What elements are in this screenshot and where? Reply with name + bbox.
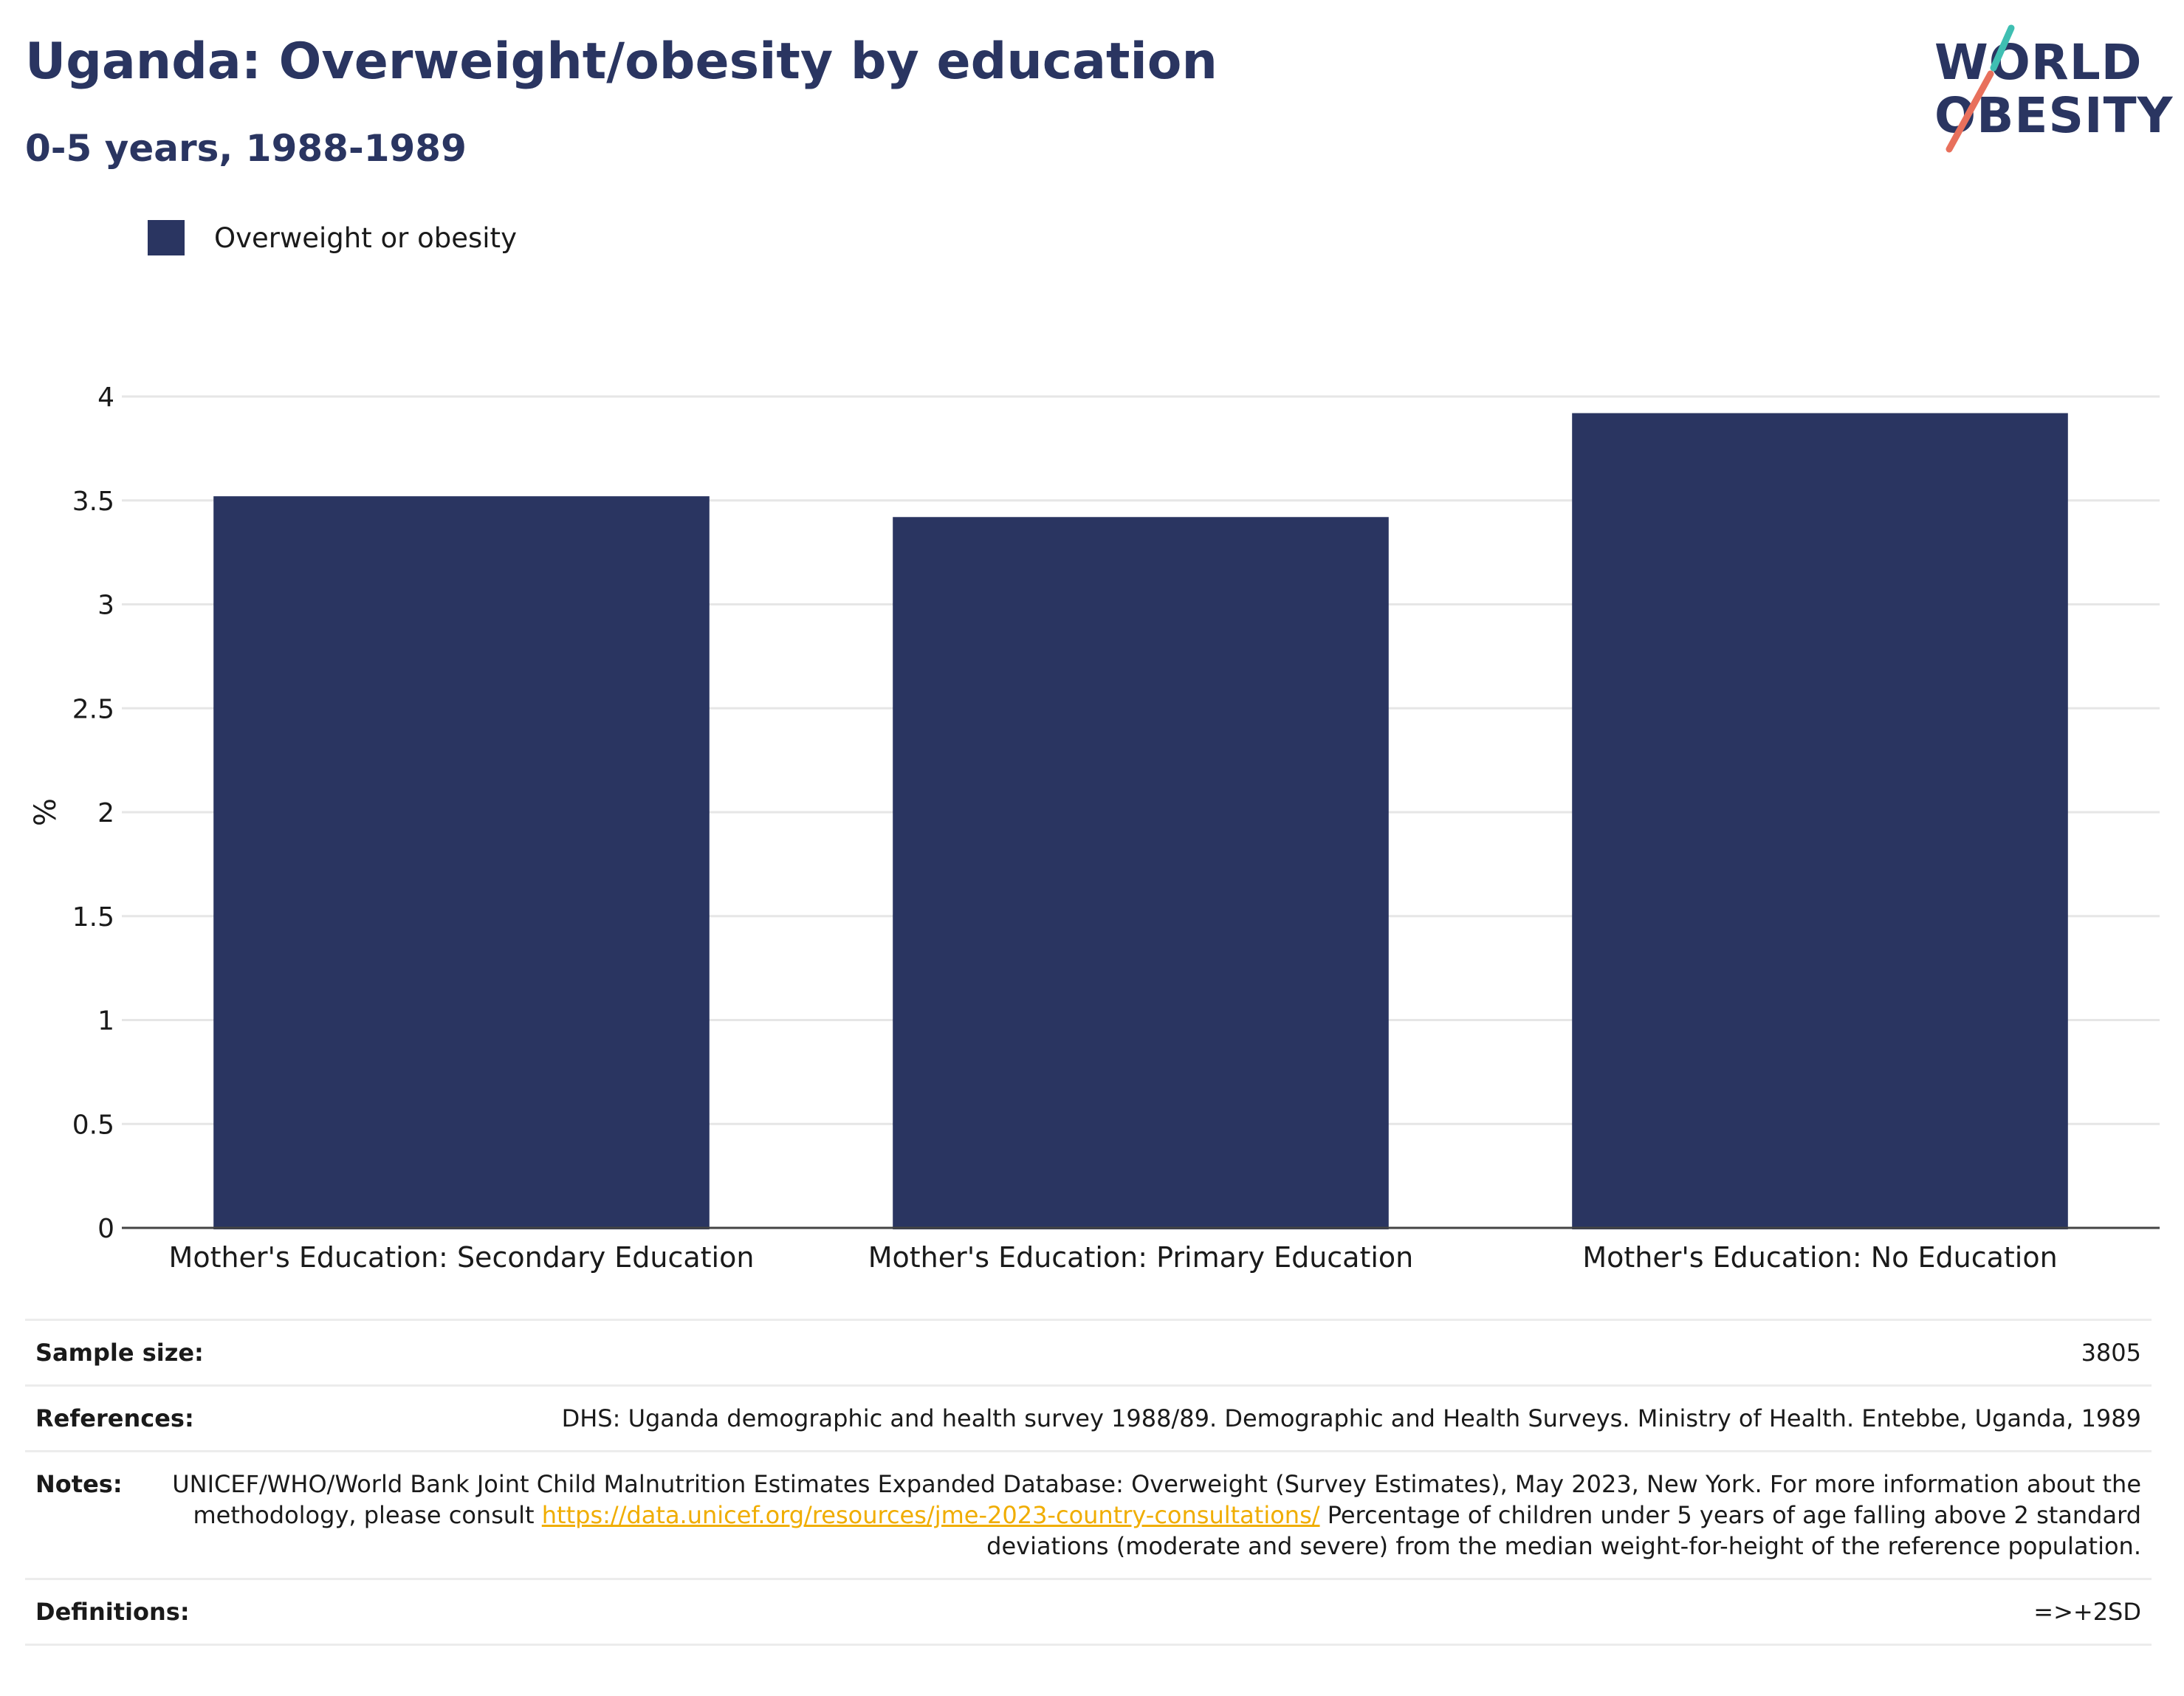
world-obesity-logo[interactable]: WORLD OBESITY bbox=[1920, 22, 2174, 155]
y-tick-label: 3.5 bbox=[72, 487, 114, 517]
y-tick-label: 0.5 bbox=[72, 1110, 114, 1140]
definitions-value: =>+2SD bbox=[2033, 1598, 2141, 1626]
definitions-row: Definitions: =>+2SD bbox=[25, 1578, 2152, 1646]
references-label: References: bbox=[35, 1404, 194, 1432]
sample-size-row: Sample size: 3805 bbox=[25, 1319, 2152, 1384]
page-subtitle: 0-5 years, 1988-1989 bbox=[25, 127, 467, 170]
logo-text-line2: OBESITY bbox=[1934, 87, 2174, 144]
notes-link[interactable]: https://data.unicef.org/resources/jme-20… bbox=[541, 1501, 1320, 1529]
logo-slash-icon bbox=[1946, 24, 2015, 153]
logo-text-line1: WORLD bbox=[1934, 34, 2143, 91]
notes-text-after: Percentage of children under 5 years of … bbox=[986, 1501, 2141, 1560]
references-row: References: DHS: Uganda demographic and … bbox=[25, 1384, 2152, 1450]
y-tick-label: 0 bbox=[97, 1214, 114, 1244]
bar bbox=[213, 496, 710, 1229]
definitions-label: Definitions: bbox=[35, 1598, 190, 1626]
y-tick-label: 2.5 bbox=[72, 694, 114, 724]
x-category-label: Mother's Education: No Education bbox=[1582, 1241, 2057, 1274]
notes-label: Notes: bbox=[35, 1470, 123, 1498]
bar bbox=[1572, 413, 2068, 1229]
page-title: Uganda: Overweight/obesity by education bbox=[25, 32, 1218, 91]
bar bbox=[893, 517, 1389, 1229]
y-axis-title: % bbox=[29, 798, 63, 826]
legend-swatch bbox=[148, 220, 185, 255]
sample-size-value: 3805 bbox=[2081, 1339, 2141, 1367]
y-tick-label: 2 bbox=[97, 798, 114, 828]
y-tick-label: 4 bbox=[97, 382, 114, 413]
x-category-label: Mother's Education: Secondary Education bbox=[169, 1241, 755, 1274]
legend-label: Overweight or obesity bbox=[214, 222, 517, 254]
notes-text-before: UNICEF/WHO/World Bank Joint Child Malnut… bbox=[172, 1470, 2141, 1529]
y-tick-label: 1.5 bbox=[72, 902, 114, 933]
x-category-label: Mother's Education: Primary Education bbox=[868, 1241, 1414, 1274]
info-table: Sample size: 3805 References: DHS: Ugand… bbox=[25, 1319, 2152, 1646]
notes-value: UNICEF/WHO/World Bank Joint Child Malnut… bbox=[167, 1469, 2141, 1562]
sample-size-label: Sample size: bbox=[35, 1339, 204, 1367]
references-value: DHS: Uganda demographic and health surve… bbox=[561, 1404, 2141, 1432]
bar-chart: 0 0.5 1 1.5 2 2.5 3 3.5 4 Mother's Education: Sec… bbox=[29, 382, 2160, 1274]
chart-legend[interactable]: Overweight or obesity bbox=[148, 219, 517, 257]
y-tick-label: 1 bbox=[97, 1006, 114, 1037]
notes-row: Notes: UNICEF/WHO/World Bank Joint Child… bbox=[25, 1450, 2152, 1578]
y-tick-label: 3 bbox=[97, 591, 114, 621]
